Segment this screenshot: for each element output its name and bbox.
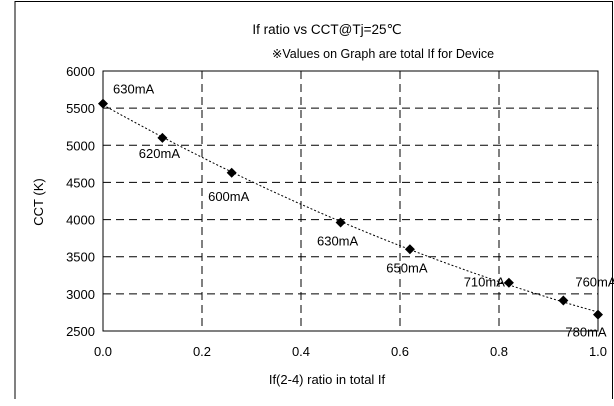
y-axis-label: CCT (K)	[31, 178, 46, 225]
y-tick-label: 4000	[66, 213, 95, 228]
x-axis-ticks: 0.0 0.2 0.4 0.6 0.8 1.0	[94, 344, 607, 359]
y-tick-label: 4500	[66, 175, 95, 190]
data-point	[335, 217, 346, 228]
grid-lines	[103, 71, 598, 331]
data-label: 620mA	[139, 146, 181, 161]
data-label: 710mA	[464, 275, 506, 290]
y-tick-label: 6000	[66, 64, 95, 79]
data-label: 600mA	[208, 189, 250, 204]
plot-area	[102, 70, 599, 332]
data-label: 780mA	[565, 325, 607, 340]
x-tick-label: 0.6	[391, 344, 409, 359]
data-label: 630mA	[113, 82, 155, 97]
data-point	[98, 98, 108, 109]
x-axis-label: If(2-4) ratio in total If	[269, 372, 386, 387]
data-points	[98, 98, 603, 320]
chart-title: If ratio vs CCT@Tj=25℃	[252, 22, 401, 37]
data-point	[558, 295, 569, 306]
trendline	[102, 104, 599, 313]
data-point	[593, 309, 603, 320]
y-axis-ticks: 2500 3000 3500 4000 4500 5000 5500 6000	[66, 64, 95, 339]
x-tick-label: 0.8	[490, 344, 508, 359]
data-point	[226, 167, 237, 178]
y-tick-label: 3500	[66, 250, 95, 265]
data-point	[404, 244, 415, 255]
data-point	[503, 277, 514, 288]
y-tick-label: 3000	[66, 287, 95, 302]
chart-outer-border	[14, 1, 613, 399]
data-label: 650mA	[386, 260, 428, 275]
data-labels: 630mA 620mA 600mA 630mA 650mA 710mA 760mA 780mA	[113, 82, 614, 340]
x-tick-label: 0.0	[94, 344, 112, 359]
chart-subtitle: ※Values on Graph are total If for Device	[272, 47, 494, 61]
y-tick-label: 5000	[66, 138, 95, 153]
data-label: 630mA	[317, 234, 359, 249]
data-label: 760mA	[575, 275, 614, 290]
x-tick-label: 0.4	[292, 344, 310, 359]
y-tick-label: 5500	[66, 101, 95, 116]
x-tick-label: 1.0	[589, 344, 607, 359]
data-point	[157, 132, 168, 143]
x-tick-label: 0.2	[193, 344, 211, 359]
y-tick-label: 2500	[66, 324, 95, 339]
